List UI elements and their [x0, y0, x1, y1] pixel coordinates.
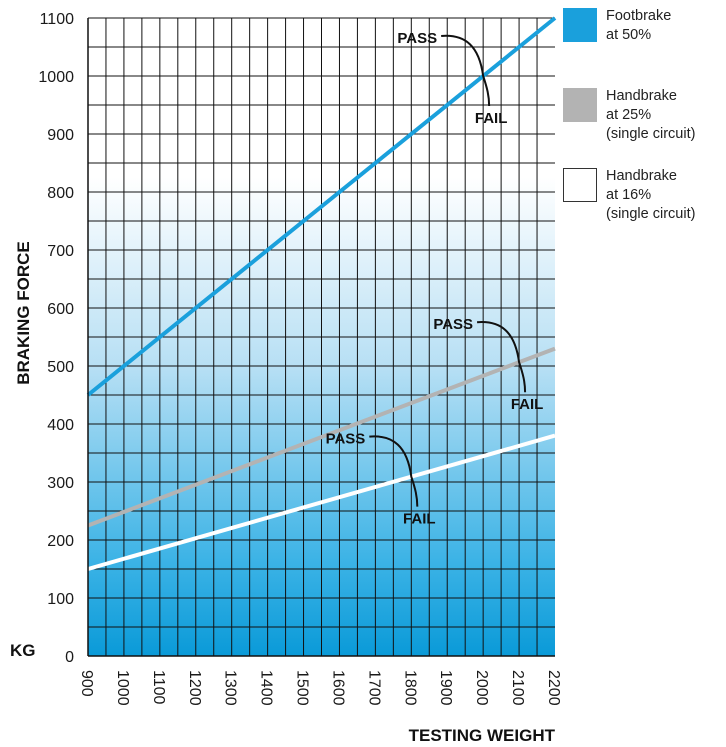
pass-fail-pointer-3	[369, 435, 419, 507]
y-tick-label: 800	[47, 185, 74, 202]
x-tick-label: 2100	[509, 670, 526, 706]
x-tick-label: 1100	[150, 670, 167, 705]
legend-swatch-2	[563, 88, 597, 122]
legend-label-line: Handbrake	[606, 88, 677, 104]
y-tick-label: 1100	[40, 11, 75, 28]
x-tick-label: 1600	[329, 670, 346, 706]
x-tick-label: 1000	[114, 670, 131, 706]
legend: Footbrake at 50% Handbrake at 25% (single ci…	[563, 8, 723, 248]
legend-swatch-1	[563, 8, 597, 42]
y-tick-label: 0	[65, 649, 74, 666]
series-layer	[86, 16, 557, 571]
pass-label-2: PASS	[433, 316, 473, 333]
y-tick-label: 200	[47, 533, 74, 550]
legend-swatch-3	[563, 168, 597, 202]
series-line-3	[87, 433, 556, 571]
fail-label-3: FAIL	[403, 511, 436, 528]
legend-label-1: Footbrake at 50%	[606, 7, 671, 45]
fail-label-1: FAIL	[475, 110, 508, 127]
y-tick-label: 100	[47, 591, 74, 608]
y-tick-label: 300	[47, 475, 74, 492]
x-tick-label: 1800	[401, 670, 418, 706]
y-axis-unit: KG	[10, 641, 36, 660]
fail-label-2: FAIL	[511, 396, 544, 413]
axes	[87, 18, 555, 657]
y-tick-label: 700	[47, 243, 74, 260]
legend-label-line: Handbrake	[606, 168, 677, 184]
pass-fail-pointer-2	[476, 321, 527, 393]
y-tick-label: 1000	[38, 69, 74, 86]
x-tick-label: 2000	[473, 670, 490, 706]
grid-lines	[88, 17, 555, 656]
y-tick-label: 500	[47, 359, 74, 376]
x-tick-label: 900	[78, 670, 95, 697]
legend-label-2: Handbrake at 25% (single circuit)	[606, 87, 695, 144]
x-tick-label: 1700	[365, 670, 382, 706]
legend-label-line: (single circuit)	[606, 126, 696, 142]
x-tick-label: 1500	[294, 670, 311, 706]
y-tick-label: 900	[47, 127, 74, 144]
legend-label-line: at 25%	[606, 107, 652, 123]
x-tick-labels: 900 1000 1100 1200 1300 1400 1500 1600 1700 1800 1…	[78, 670, 562, 706]
x-tick-label: 1200	[186, 670, 203, 706]
legend-item-3: Handbrake at 16% (single circuit)	[563, 168, 723, 248]
legend-label-line: at 50%	[606, 27, 652, 43]
series-line-1	[86, 16, 557, 397]
legend-label-line: (single circuit)	[606, 206, 696, 222]
pass-fail-annotations: PASS FAIL PASS FAIL PASS FAIL	[326, 30, 544, 528]
x-tick-label: 1300	[222, 670, 239, 706]
legend-label-line: at 16%	[606, 187, 652, 203]
y-tick-label: 400	[47, 417, 74, 434]
legend-label-3: Handbrake at 16% (single circuit)	[606, 167, 695, 224]
y-tick-labels: 0 100 200 300 400 500 600 700 800 900 1000 1100	[38, 11, 74, 666]
legend-item-1: Footbrake at 50%	[563, 8, 723, 88]
legend-label-line: Footbrake	[606, 8, 672, 24]
y-tick-label: 600	[47, 301, 74, 318]
legend-item-2: Handbrake at 25% (single circuit)	[563, 88, 723, 168]
pass-label-3: PASS	[326, 431, 366, 448]
y-axis-label: BRAKING FORCE	[14, 241, 33, 385]
x-axis-label: TESTING WEIGHT	[409, 726, 556, 745]
x-tick-label: 1900	[437, 670, 454, 706]
x-tick-label: 1400	[258, 670, 275, 706]
pass-label-1: PASS	[397, 30, 437, 47]
pass-fail-pointer-1	[441, 34, 491, 107]
x-tick-label: 2200	[545, 670, 562, 706]
series-line-2	[87, 346, 556, 528]
